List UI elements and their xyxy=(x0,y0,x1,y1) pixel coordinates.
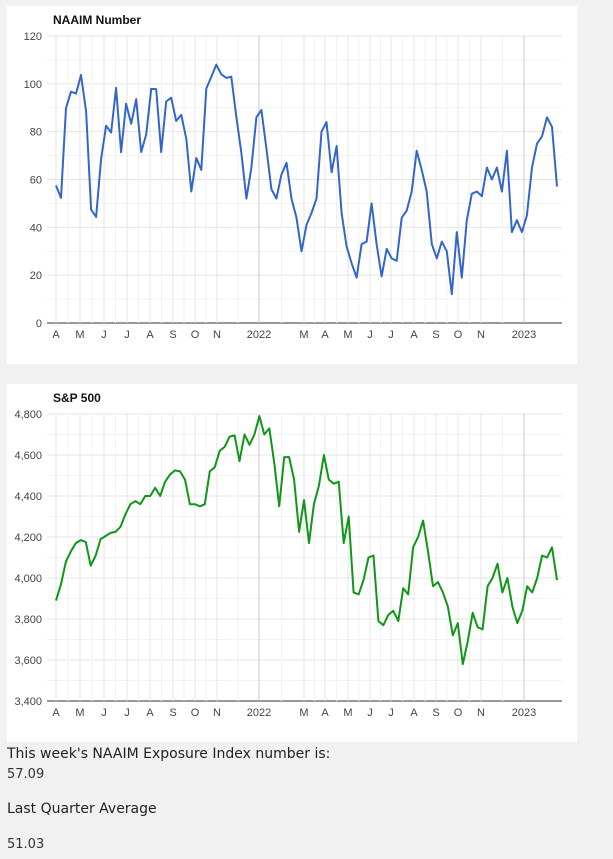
x-tick-label: M xyxy=(75,329,84,341)
x-tick-label: M xyxy=(299,707,308,719)
y-tick-label: 40 xyxy=(30,222,42,234)
series-line xyxy=(55,63,558,296)
x-tick-label: S xyxy=(169,329,176,341)
y-tick-label: 4,000 xyxy=(14,573,42,585)
x-tick-label: J xyxy=(124,329,130,341)
x-tick-label: M xyxy=(343,329,352,341)
x-tick-label: A xyxy=(146,707,154,719)
week-label: This week's NAAIM Exposure Index number … xyxy=(7,746,331,762)
x-tick-label: J xyxy=(101,329,107,341)
series-line xyxy=(55,415,558,666)
sp500-line-chart: S&P 500 3,400 3,600 3,800 4,000 4,200 4,400 4,6… xyxy=(14,391,562,719)
x-tick-label: A xyxy=(146,329,154,341)
x-tick-label: S xyxy=(169,707,176,719)
x-tick-label: A xyxy=(410,707,418,719)
x-tick-label: N xyxy=(213,707,221,719)
x-tick-label: J xyxy=(101,707,107,719)
x-tick-label: J xyxy=(388,707,394,719)
quarter-value: 51.03 xyxy=(7,837,45,852)
x-tick-label: N xyxy=(213,329,221,341)
x-tick-label: 2022 xyxy=(247,707,271,719)
x-tick-label: A xyxy=(52,707,60,719)
x-tick-label: 2023 xyxy=(512,329,536,341)
x-tick-label: 2022 xyxy=(247,329,271,341)
y-tick-label: 3,600 xyxy=(14,655,42,667)
x-tick-label: S xyxy=(432,329,439,341)
x-tick-label: O xyxy=(191,329,200,341)
chart-title: NAAIM Number xyxy=(53,13,141,27)
quarter-label: Last Quarter Average xyxy=(7,801,157,817)
x-tick-label: N xyxy=(477,707,485,719)
x-tick-label: J xyxy=(367,707,373,719)
y-tick-label: 80 xyxy=(30,127,42,139)
x-tick-label: O xyxy=(191,707,200,719)
x-tick-label: A xyxy=(410,329,418,341)
x-tick-label: 2023 xyxy=(512,707,536,719)
week-value: 57.09 xyxy=(7,767,45,782)
y-tick-label: 120 xyxy=(24,31,42,43)
x-tick-label: J xyxy=(388,329,394,341)
chart-title: S&P 500 xyxy=(53,391,101,405)
y-tick-label: 60 xyxy=(30,175,42,187)
naaim-chart-panel: NAAIM Number 0 20 40 60 80 100 120 A M J J A S O N 2022 M… xyxy=(7,6,577,364)
x-tick-label: A xyxy=(52,329,60,341)
y-tick-label: 4,400 xyxy=(14,491,42,503)
y-tick-label: 20 xyxy=(30,270,42,282)
x-tick-label: A xyxy=(321,707,329,719)
y-tick-label: 3,800 xyxy=(14,614,42,626)
x-tick-label: N xyxy=(477,329,485,341)
y-tick-label: 4,600 xyxy=(14,450,42,462)
x-tick-label: A xyxy=(321,329,329,341)
y-tick-label: 4,800 xyxy=(14,409,42,421)
x-tick-label: M xyxy=(75,707,84,719)
y-tick-label: 0 xyxy=(36,318,42,330)
sp500-chart-panel: S&P 500 3,400 3,600 3,800 4,000 4,200 4,400 4,6… xyxy=(7,384,577,742)
y-tick-label: 100 xyxy=(24,79,42,91)
x-tick-label: J xyxy=(124,707,130,719)
x-tick-label: O xyxy=(454,329,463,341)
x-tick-label: O xyxy=(454,707,463,719)
x-tick-label: S xyxy=(432,707,439,719)
y-tick-label: 4,200 xyxy=(14,532,42,544)
x-tick-label: M xyxy=(343,707,352,719)
x-tick-label: M xyxy=(299,329,308,341)
y-tick-label: 3,400 xyxy=(14,696,42,708)
naaim-line-chart: NAAIM Number 0 20 40 60 80 100 120 A M J J A S O N 2022 M… xyxy=(24,13,562,341)
x-tick-label: J xyxy=(367,329,373,341)
